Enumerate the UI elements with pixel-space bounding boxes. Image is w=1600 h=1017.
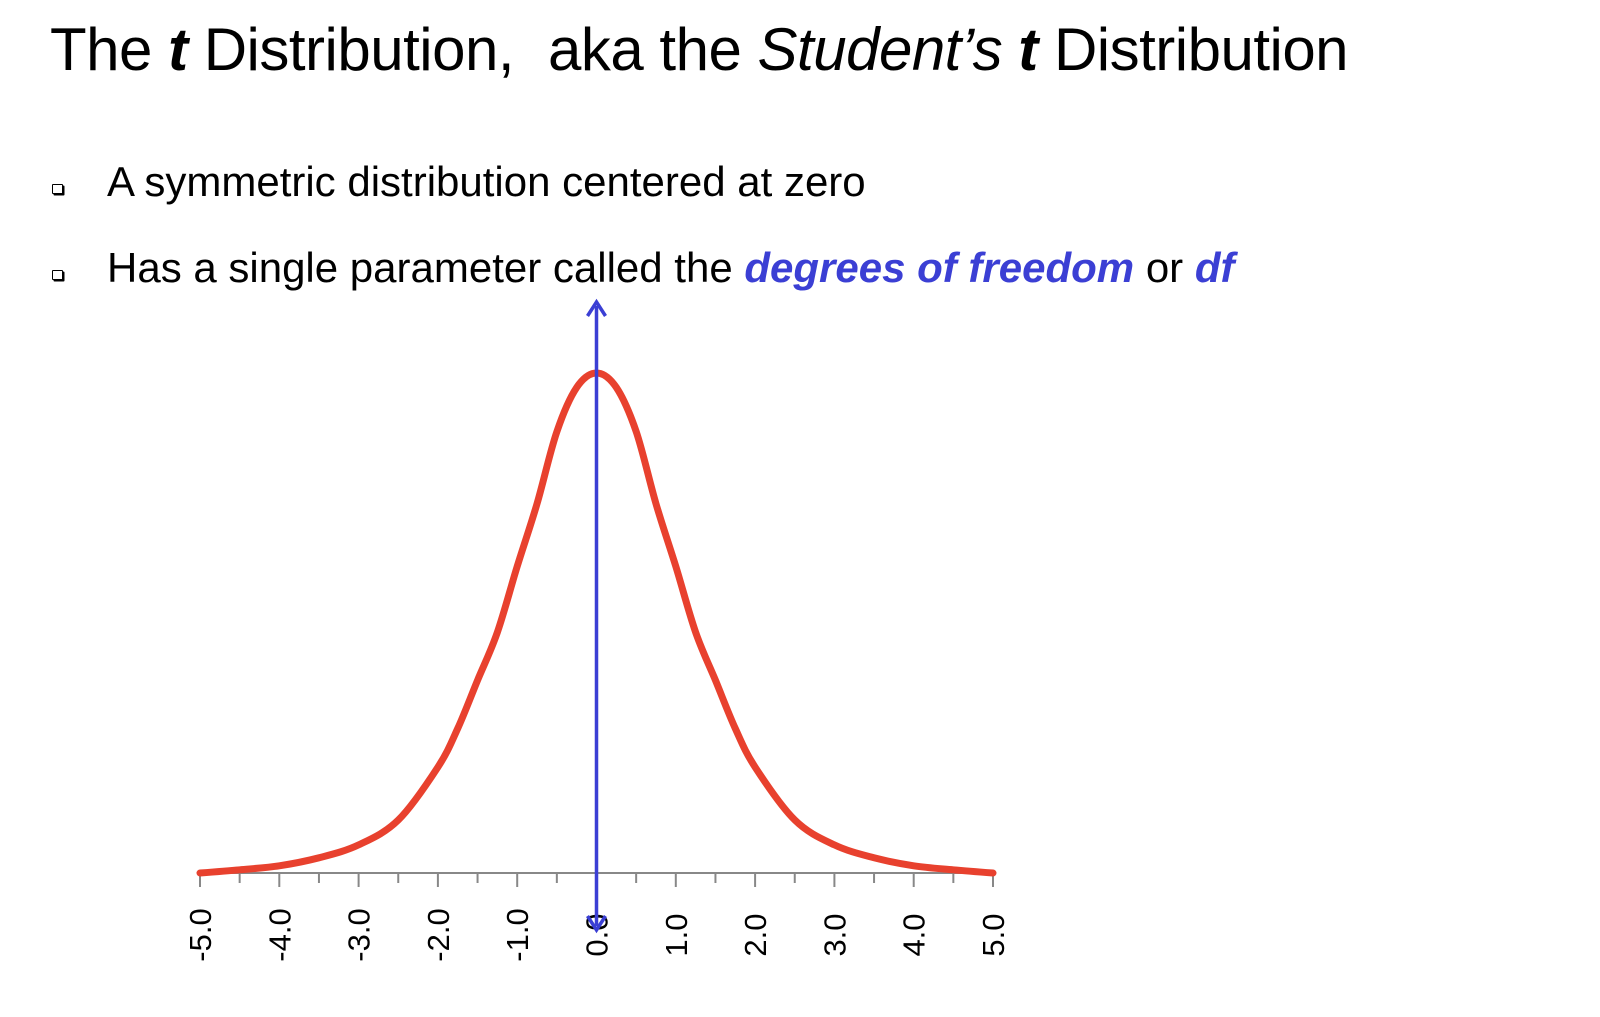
term-df: df: [1194, 244, 1235, 291]
title-distribution-2: Distribution: [1053, 16, 1349, 83]
square-bullet-icon: [52, 184, 63, 194]
x-tick-labels: -5.0 -4.0 -3.0 -2.0 -1.0 0.0 1.0 2.0 3.0 4.0 5.0: [183, 908, 1011, 961]
x-tick-label: 5.0: [976, 913, 1011, 956]
bullet-text: Has a single parameter called the degree…: [107, 243, 1235, 293]
title-students: Student’s: [757, 16, 1003, 83]
term-degrees-of-freedom: degrees of freedom: [744, 244, 1135, 291]
x-tick-label: 1.0: [659, 913, 694, 956]
bullet-text-before: Has a single parameter called the: [107, 244, 733, 291]
x-tick-label: 4.0: [897, 913, 932, 956]
x-tick-label: -4.0: [262, 908, 297, 961]
x-tick-label: -5.0: [183, 908, 218, 961]
x-tick-label: -3.0: [342, 908, 377, 961]
bullet-connector: or: [1145, 244, 1184, 291]
bullet-text: A symmetric distribution centered at zer…: [107, 158, 866, 205]
x-tick-label: 3.0: [817, 913, 852, 956]
slide-title: The t Distribution, aka the Student’s t D…: [50, 14, 1349, 86]
arrow-head-down: [586, 915, 607, 934]
x-tick-label: -2.0: [421, 908, 456, 961]
x-tick-label: -1.0: [500, 908, 535, 961]
title-distribution: Distribution,: [203, 16, 515, 83]
arrow-head-up: [586, 298, 607, 317]
title-t-symbol: t: [168, 16, 188, 83]
title-aka-the: aka the: [548, 16, 742, 83]
square-bullet-icon: [52, 270, 63, 280]
title-the: The: [50, 16, 152, 83]
x-tick-label: 2.0: [738, 913, 773, 956]
zero-arrow: [586, 298, 607, 934]
title-t-symbol-2: t: [1018, 16, 1038, 83]
